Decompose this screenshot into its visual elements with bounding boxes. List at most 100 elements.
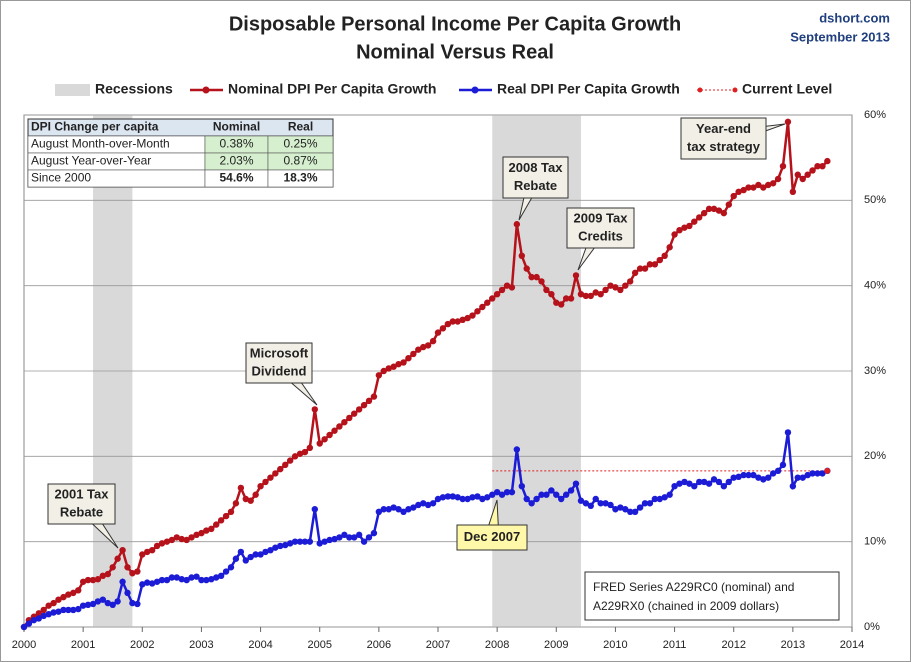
series-marker <box>508 488 516 496</box>
series-marker <box>84 601 92 609</box>
annotation: Dividend <box>252 363 307 378</box>
series-marker <box>666 244 673 251</box>
series-marker <box>779 461 787 469</box>
series-marker <box>592 289 599 296</box>
series-marker <box>449 493 456 500</box>
series-marker <box>636 265 644 272</box>
series-marker <box>799 474 806 481</box>
callout-box <box>456 524 528 551</box>
series-marker <box>183 576 190 584</box>
legend-swatch <box>732 87 738 93</box>
series-marker <box>671 231 678 238</box>
series-marker <box>129 570 136 577</box>
series-marker <box>819 163 826 170</box>
series-marker <box>691 483 698 490</box>
series-marker <box>824 157 831 165</box>
series-marker <box>484 494 491 501</box>
legend-swatch <box>55 84 90 96</box>
series-marker <box>735 473 742 481</box>
series-marker <box>764 181 772 189</box>
series-marker <box>548 487 555 494</box>
series-marker <box>420 500 427 507</box>
x-tick-label: 2007 <box>426 639 450 651</box>
series-marker <box>375 508 383 515</box>
series-marker <box>508 284 516 291</box>
series-marker <box>572 480 580 487</box>
series-marker <box>696 214 703 221</box>
series-marker <box>681 478 688 486</box>
date: September 2013 <box>790 29 890 44</box>
series-marker <box>809 470 816 477</box>
series-marker <box>415 346 422 353</box>
series-marker <box>479 495 486 503</box>
series-marker <box>715 207 723 214</box>
series-marker <box>597 291 604 298</box>
series-marker <box>336 534 343 541</box>
series-marker <box>538 491 545 498</box>
series-marker <box>459 495 466 503</box>
series-marker <box>794 171 801 178</box>
series-marker <box>434 495 442 503</box>
series-marker <box>355 531 363 539</box>
x-tick-label: 2003 <box>189 639 213 651</box>
series-marker <box>370 393 378 400</box>
series-marker <box>203 527 210 534</box>
series-marker <box>745 471 752 479</box>
series-marker <box>710 205 718 213</box>
table-cell-text: 54.6% <box>219 171 253 185</box>
series-marker <box>252 551 259 558</box>
series-marker <box>331 427 338 434</box>
chart-subtitle: Nominal Versus Real <box>356 41 554 63</box>
series-marker <box>247 553 254 561</box>
series-marker <box>282 541 289 549</box>
series-marker <box>814 163 821 170</box>
legend-swatch <box>697 87 703 93</box>
series-marker <box>587 502 594 510</box>
series-marker <box>341 419 348 426</box>
series-marker <box>217 572 225 579</box>
series-marker <box>538 278 545 285</box>
callout-box <box>47 483 116 525</box>
series-marker <box>424 342 432 349</box>
series-marker <box>25 620 33 627</box>
series-marker <box>213 521 220 528</box>
series-marker <box>686 480 693 487</box>
annotation: Rebate <box>60 504 103 519</box>
annotation: 2009 Tax <box>574 210 629 225</box>
series-marker <box>193 531 200 539</box>
series-marker <box>774 175 782 183</box>
series-marker <box>262 478 269 486</box>
table-header: DPI Change per capita <box>31 120 159 134</box>
series-marker <box>602 286 609 294</box>
series-marker <box>454 318 461 325</box>
series-marker <box>705 205 713 213</box>
series-marker <box>804 471 811 479</box>
series-marker <box>671 483 678 490</box>
series-marker <box>119 578 126 585</box>
y-tick-label: 50% <box>864 194 886 206</box>
series-marker <box>360 401 368 409</box>
series-marker <box>676 227 683 234</box>
series-marker <box>641 500 649 507</box>
series-marker <box>375 372 383 379</box>
series-marker <box>429 500 437 507</box>
series-marker <box>272 470 279 477</box>
series-marker <box>627 508 634 515</box>
series-marker <box>193 573 200 580</box>
series-marker <box>331 535 338 543</box>
series-marker <box>79 602 87 609</box>
series-marker <box>20 623 28 631</box>
series-marker <box>321 436 328 443</box>
x-tick-label: 2009 <box>544 639 568 651</box>
series-marker <box>35 615 42 622</box>
series-marker <box>651 261 659 268</box>
series-marker <box>124 589 131 597</box>
series-marker <box>769 470 777 477</box>
series-marker <box>70 606 77 614</box>
series-marker <box>720 483 728 490</box>
series-marker <box>725 478 733 486</box>
series-marker <box>449 318 456 325</box>
series-marker <box>493 488 501 496</box>
series-marker <box>390 504 397 511</box>
